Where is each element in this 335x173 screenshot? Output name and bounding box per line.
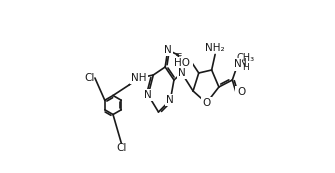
Text: N: N [233, 59, 241, 69]
Text: NH: NH [131, 73, 147, 83]
Text: O: O [238, 87, 246, 97]
Text: NH: NH [131, 73, 147, 83]
Text: N: N [178, 68, 186, 78]
Text: Cl: Cl [116, 143, 127, 153]
Text: CH₃: CH₃ [236, 53, 254, 63]
Text: N: N [178, 68, 186, 78]
Text: O: O [236, 87, 244, 97]
Text: N: N [144, 90, 152, 100]
Text: N: N [166, 95, 174, 105]
Text: =: = [174, 51, 182, 60]
Text: HO: HO [174, 58, 190, 68]
Text: O: O [236, 87, 244, 97]
Text: N: N [164, 45, 172, 55]
Text: N: N [164, 45, 172, 55]
Text: Cl: Cl [84, 73, 95, 83]
Text: N: N [233, 60, 241, 70]
Text: O: O [202, 98, 211, 108]
Text: O: O [202, 98, 211, 108]
Text: N: N [166, 95, 174, 105]
Text: N: N [239, 58, 247, 68]
Text: N: N [144, 90, 152, 100]
Text: OH: OH [176, 58, 192, 68]
Text: NH₂: NH₂ [205, 43, 225, 53]
Text: H: H [242, 63, 249, 72]
